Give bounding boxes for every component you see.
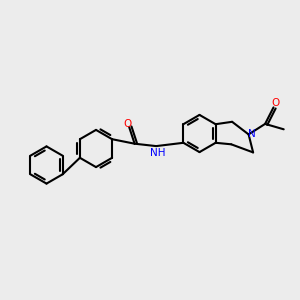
- Text: O: O: [271, 98, 279, 108]
- Text: O: O: [124, 118, 132, 129]
- Text: N: N: [248, 129, 256, 140]
- Text: NH: NH: [150, 148, 166, 158]
